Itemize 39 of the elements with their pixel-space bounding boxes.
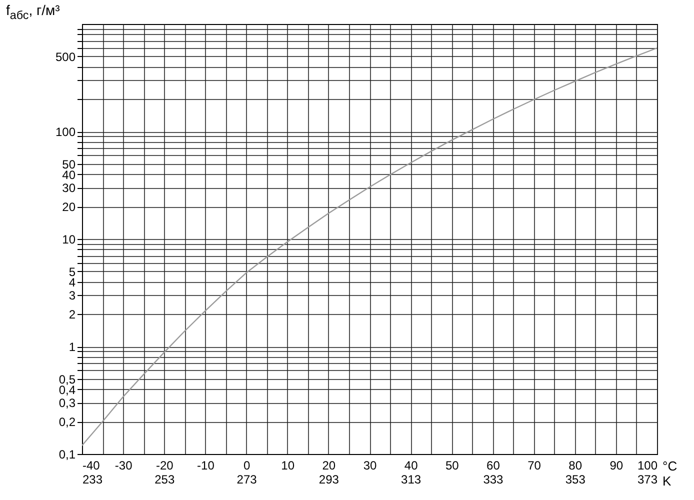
x-tick-label: 40 (404, 458, 418, 472)
x-tick-label: -30 (114, 458, 133, 472)
y-tick-label: 1 (68, 340, 76, 354)
x-tick-label: 0 (243, 458, 250, 472)
y-tick-label: 0,2 (58, 415, 76, 430)
x-tick-label: 60 (486, 458, 500, 472)
line-series (82, 47, 657, 446)
x2-tick-label: 273 (236, 472, 258, 486)
x-tick-label: 100 (637, 458, 658, 472)
x2-axis-title: K (662, 474, 672, 488)
x2-tick-label: 313 (401, 472, 422, 486)
y-tick-label: 30 (62, 181, 76, 196)
y-tick-label: 10 (62, 232, 76, 246)
x-tick-label: 70 (528, 458, 542, 472)
y-tick-label: 0,1 (58, 448, 76, 462)
y-tick-label: 2 (68, 308, 76, 322)
y-tick-label: 100 (55, 125, 76, 139)
x-tick-label: 90 (610, 458, 624, 472)
x-tick-label: 10 (281, 458, 295, 472)
x-tick-label: -10 (197, 458, 215, 472)
x2-tick-label: 333 (483, 472, 504, 486)
x-tick-label: 80 (568, 458, 582, 472)
y-tick-label: 0,5 (58, 372, 76, 386)
x-tick-label: -40 (82, 458, 100, 472)
x-tick-label: -20 (156, 458, 174, 472)
y-tick-label: 3 (68, 288, 76, 303)
x2-tick-label: 253 (154, 472, 175, 486)
x-tick-label: 30 (363, 458, 377, 472)
x-tick-label: 50 (445, 458, 460, 472)
y-tick-label: 20 (62, 200, 76, 214)
y-axis-title: f$_{абс}$, г/м³ (6, 2, 60, 22)
x2-tick-label: 373 (637, 472, 658, 486)
x2-tick-label: 353 (565, 472, 586, 486)
x2-tick-label: 233 (82, 472, 103, 486)
y-tick-label: 0,3 (58, 396, 76, 410)
x-axis-title: °C (662, 458, 678, 474)
y-tick-label: 500 (55, 50, 76, 64)
x-tick-label: 20 (322, 458, 336, 472)
x2-tick-label: 293 (318, 472, 340, 486)
